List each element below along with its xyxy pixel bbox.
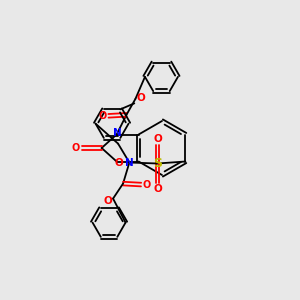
Text: O: O bbox=[136, 93, 145, 103]
Text: O: O bbox=[104, 196, 112, 206]
Text: O: O bbox=[71, 143, 80, 153]
Text: N: N bbox=[113, 128, 122, 139]
Text: O: O bbox=[98, 111, 106, 121]
Text: N: N bbox=[125, 158, 134, 167]
Text: S: S bbox=[153, 157, 162, 170]
Text: O: O bbox=[153, 184, 162, 194]
Text: O: O bbox=[143, 180, 151, 190]
Text: O: O bbox=[153, 134, 162, 143]
Text: O: O bbox=[114, 158, 123, 167]
